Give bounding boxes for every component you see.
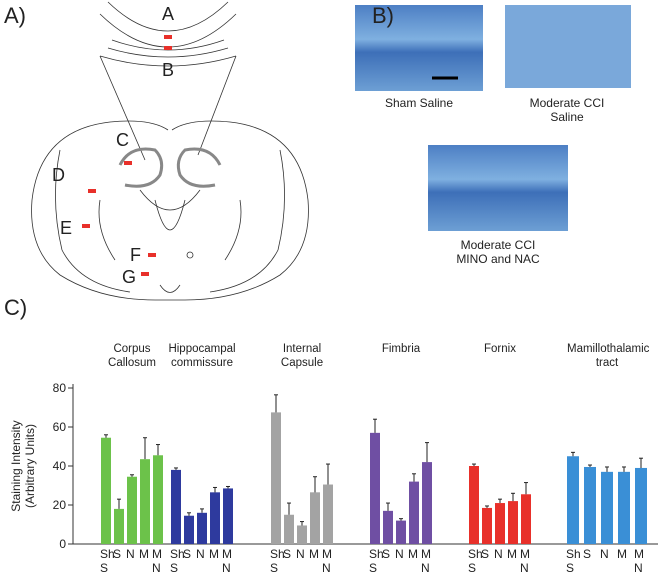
marker — [88, 189, 96, 193]
micrograph — [355, 5, 483, 91]
bar — [521, 494, 531, 544]
x-tick-label: S — [481, 547, 490, 561]
marker — [164, 46, 172, 50]
bar — [635, 467, 647, 544]
marker — [82, 224, 90, 228]
bar — [284, 514, 294, 544]
brain-diagram — [31, 1, 309, 301]
x-tick-label: M — [309, 547, 319, 561]
panel-label: C) — [4, 295, 28, 320]
bar — [127, 476, 137, 544]
bar — [396, 520, 406, 544]
group-title: Fornix — [484, 343, 516, 355]
region-label: A — [162, 4, 175, 24]
bar — [171, 469, 181, 544]
x-tick-label: N — [494, 547, 503, 561]
bar — [508, 501, 518, 544]
bar — [601, 471, 613, 544]
group-title: Mamillothalamic tract — [567, 343, 650, 369]
x-tick-label: M N — [152, 547, 162, 575]
group-title: Corpus Callosum — [108, 343, 156, 369]
bar — [383, 510, 393, 544]
bar — [153, 455, 163, 544]
bar — [184, 515, 194, 544]
bar — [495, 503, 505, 544]
marker — [148, 253, 156, 257]
bar — [584, 466, 596, 544]
y-axis-label: Staining Intensity (Arbitrary Units) — [9, 420, 37, 512]
x-tick-label: N — [600, 547, 609, 561]
panel-label: A) — [4, 3, 26, 28]
x-tick-label: Sh S — [100, 547, 115, 575]
region-label: B — [162, 60, 175, 80]
x-tick-label: N — [196, 547, 205, 561]
x-tick-label: S — [113, 547, 122, 561]
bar — [101, 437, 111, 544]
region-label: F — [130, 245, 141, 265]
x-tick-label: S — [183, 547, 192, 561]
micrograph — [505, 5, 631, 88]
bar — [114, 508, 124, 544]
image-caption: Moderate CCI MINO and NAC — [456, 238, 540, 266]
bar — [140, 459, 150, 544]
bar — [469, 466, 479, 544]
bar — [223, 488, 233, 544]
x-tick-label: S — [283, 547, 292, 561]
y-tick-label: 0 — [59, 537, 66, 551]
x-tick-label: Sh S — [369, 547, 384, 575]
x-tick-label: N — [395, 547, 404, 561]
region-label: D — [52, 165, 65, 185]
region-markers — [82, 35, 172, 276]
y-tick-label: 20 — [52, 498, 66, 512]
bar — [482, 507, 492, 544]
region-label: G — [122, 267, 137, 287]
region-label: E — [60, 218, 73, 238]
marker — [164, 35, 172, 39]
bar — [271, 412, 281, 544]
bar — [422, 462, 432, 544]
bar — [323, 484, 333, 544]
micrograph — [428, 145, 568, 231]
x-tick-label: S — [583, 547, 592, 561]
y-tick-label: 60 — [52, 420, 66, 434]
bar — [409, 481, 419, 544]
panel-label: B) — [372, 3, 394, 28]
marker — [124, 161, 132, 165]
group-title: Internal Capsule — [280, 343, 324, 369]
region-label: C — [116, 130, 129, 150]
x-tick-label: M N — [322, 547, 332, 575]
group-title: Fimbria — [381, 343, 421, 355]
y-tick-label: 40 — [52, 459, 66, 473]
bar — [297, 525, 307, 544]
bar — [370, 432, 380, 544]
image-caption: Moderate CCI Saline — [529, 96, 605, 124]
x-tick-label: M — [507, 547, 517, 561]
x-tick-label: Sh S — [170, 547, 185, 575]
x-tick-label: M N — [222, 547, 232, 575]
bar — [618, 471, 630, 544]
group-title: Hippocampal commissure — [168, 343, 236, 369]
x-tick-label: Sh S — [270, 547, 285, 575]
image-caption: Sham Saline — [384, 96, 454, 110]
x-tick-label: M — [617, 547, 627, 561]
x-tick-label: N — [296, 547, 305, 561]
bar — [310, 492, 320, 544]
bar — [197, 512, 207, 544]
x-tick-label: M — [139, 547, 149, 561]
x-tick-label: Sh S — [468, 547, 483, 575]
x-tick-label: M — [408, 547, 418, 561]
x-tick-label: M N — [520, 547, 530, 575]
bar — [567, 456, 579, 544]
x-tick-label: S — [382, 547, 391, 561]
x-tick-label: M N — [634, 547, 644, 575]
marker — [141, 272, 149, 276]
x-tick-label: N — [126, 547, 135, 561]
x-tick-label: Sh S — [566, 547, 581, 575]
x-tick-label: M — [209, 547, 219, 561]
bar — [210, 492, 220, 544]
x-tick-label: M N — [421, 547, 431, 575]
y-tick-label: 80 — [52, 381, 66, 395]
